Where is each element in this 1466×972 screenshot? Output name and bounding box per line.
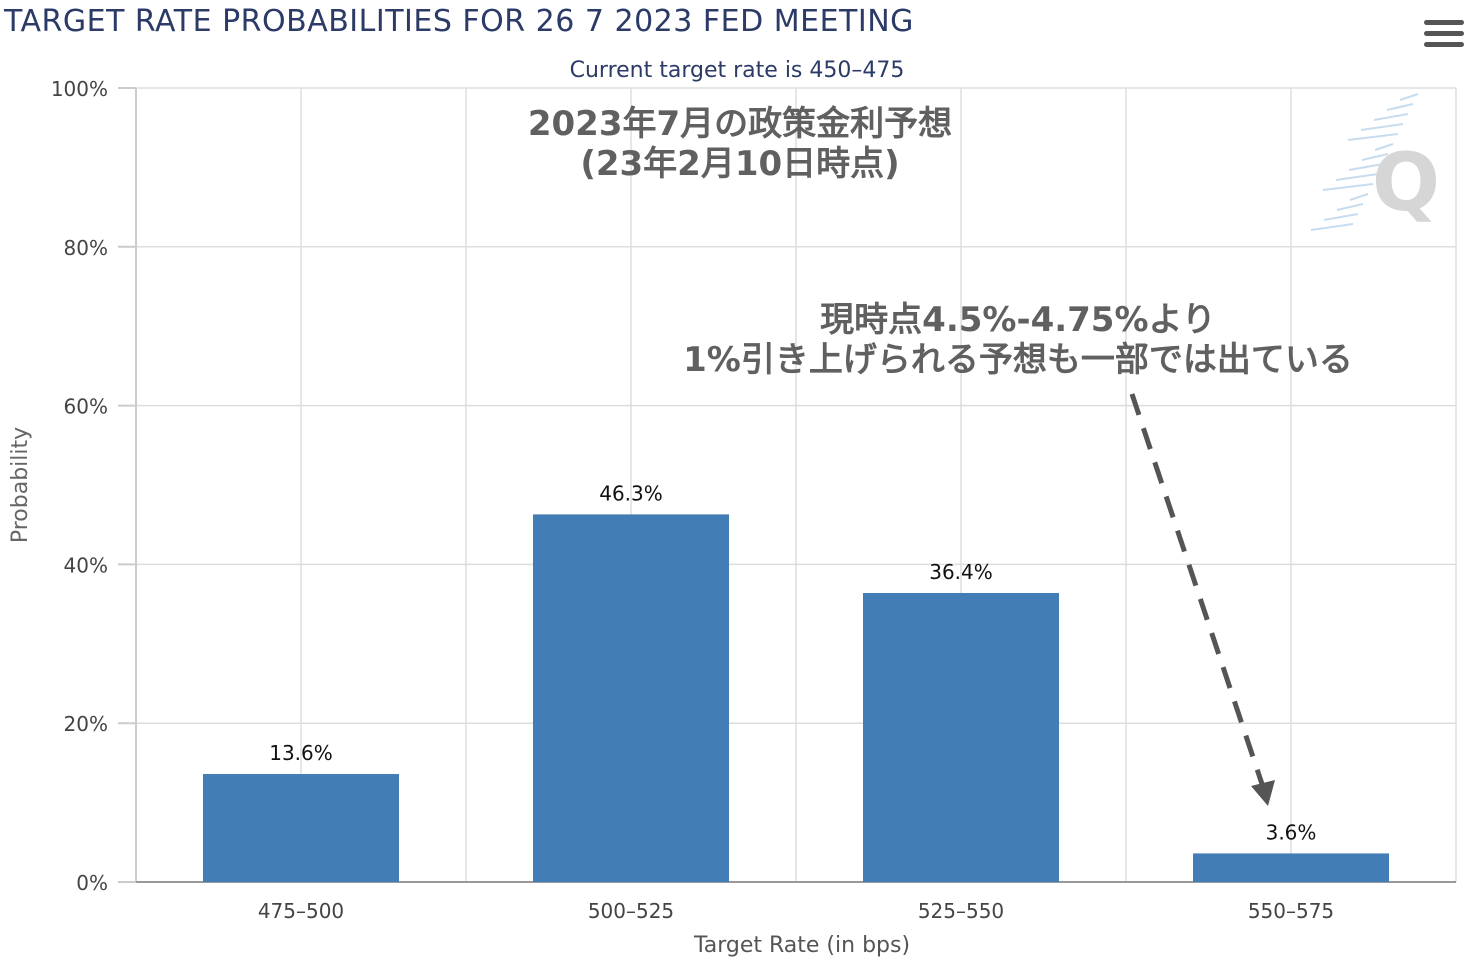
y-tick-label-20: 20%	[64, 712, 108, 736]
hamburger-menu-icon[interactable]	[1424, 20, 1464, 50]
x-tick-label-525–550: 525–550	[918, 899, 1004, 923]
annotation-title-line2: (23年2月10日時点)	[580, 144, 900, 184]
x-tick-label-475–500: 475–500	[258, 899, 344, 923]
bars	[203, 514, 1389, 882]
watermark-stripe-10	[1349, 193, 1369, 201]
bar-475–500	[203, 774, 399, 882]
watermark-logo: Q	[1310, 93, 1440, 231]
data-label-500–525: 46.3%	[599, 481, 663, 505]
arrow-shaft	[1129, 393, 1265, 785]
arrow-head	[1251, 780, 1275, 806]
annotation-note-line1: 現時点4.5%-4.75%より	[820, 300, 1216, 340]
annotation-note-line2: 1%引き上げられる予想も一部では出ている	[683, 340, 1353, 380]
annotation-title-line1: 2023年7月の政策金利予想	[527, 104, 953, 144]
watermark-stripe-1	[1386, 103, 1414, 111]
watermark-stripe-3	[1360, 123, 1404, 131]
x-tick-label-500–525: 500–525	[588, 899, 674, 923]
data-labels: 13.6% 46.3% 36.4% 3.6%	[269, 481, 1316, 844]
watermark-stripe-7	[1348, 163, 1384, 171]
x-axis-ticks: 475–500 500–525 525–550 550–575	[258, 899, 1334, 923]
bar-525–550	[863, 592, 1059, 882]
y-tick-label-100: 100%	[51, 77, 108, 101]
watermark-stripe-9	[1322, 183, 1374, 191]
bar-500–525	[533, 514, 729, 882]
watermark-letter: Q	[1372, 136, 1440, 229]
watermark-stripe-5	[1374, 143, 1394, 151]
y-tick-label-60: 60%	[64, 395, 108, 419]
data-label-475–500: 13.6%	[269, 741, 333, 765]
chart-subtitle: Current target rate is 450–475	[569, 58, 905, 83]
y-tick-label-0: 0%	[76, 871, 108, 895]
watermark-stripe-13	[1310, 223, 1354, 231]
y-tick-label-80: 80%	[64, 236, 108, 260]
watermark-stripe-8	[1335, 173, 1379, 181]
y-axis-title: Probability	[8, 426, 33, 544]
x-axis-title: Target Rate (in bps)	[693, 933, 911, 958]
chart-title: TARGET RATE PROBABILITIES FOR 26 7 2023 …	[4, 4, 914, 39]
watermark-stripe-6	[1361, 153, 1389, 161]
y-axis-ticks: 0% 20% 40% 60% 80% 100%	[51, 77, 136, 895]
bar-550–575	[1193, 853, 1389, 882]
data-label-550–575: 3.6%	[1266, 820, 1317, 844]
annotation-arrow	[1129, 393, 1275, 806]
watermark-stripe-2	[1373, 113, 1409, 121]
watermark-stripe-4	[1347, 133, 1399, 141]
x-tick-label-550–575: 550–575	[1248, 899, 1334, 923]
watermark-stripe-0	[1399, 93, 1419, 101]
watermark-stripe-11	[1336, 203, 1364, 211]
data-label-525–550: 36.4%	[929, 560, 993, 584]
y-tick-label-40: 40%	[64, 553, 108, 577]
watermark-stripe-12	[1323, 213, 1359, 221]
